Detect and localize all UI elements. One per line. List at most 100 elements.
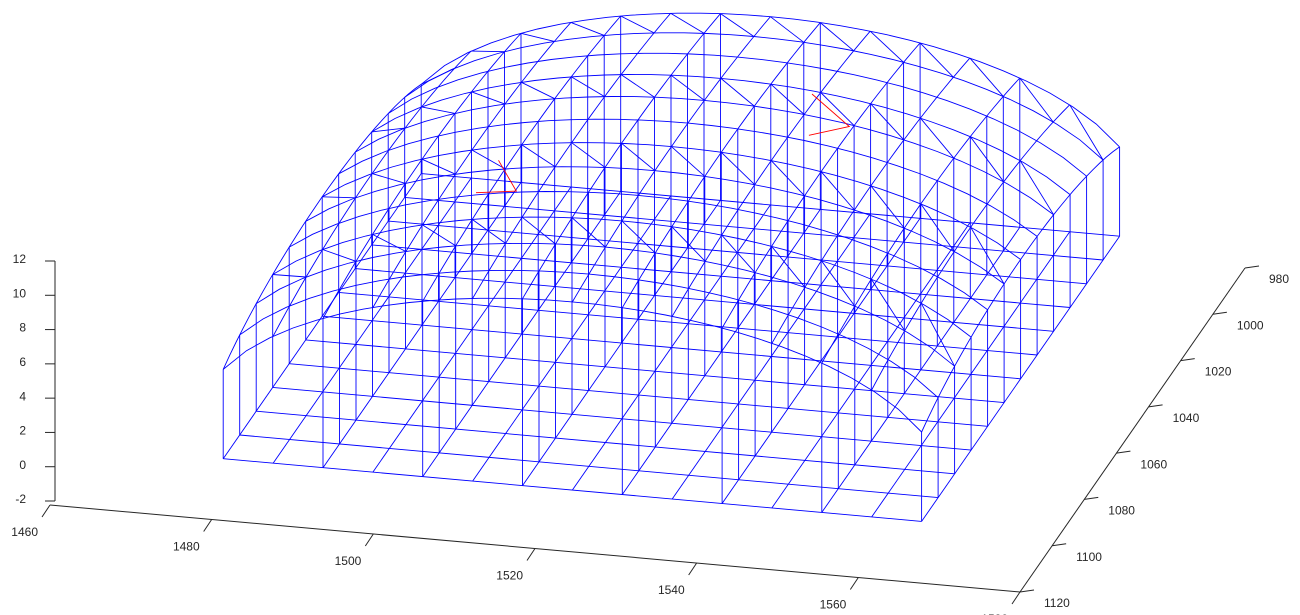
wireframe — [222, 12, 1121, 522]
wire — [571, 142, 606, 168]
wire — [671, 226, 706, 262]
z-tick-label: 10 — [13, 286, 27, 300]
wire — [670, 74, 705, 101]
x-tick — [364, 533, 374, 547]
x-tick-label: 1540 — [658, 583, 685, 597]
x-tick — [203, 519, 213, 532]
wire — [821, 260, 856, 307]
z-tick-label: 6 — [19, 355, 26, 369]
z-tick-label: -2 — [15, 492, 26, 506]
y-tick — [1212, 311, 1227, 315]
y-tick — [1244, 265, 1260, 269]
y-tick-label: 980 — [1269, 272, 1289, 286]
x-tick-label: 1560 — [820, 598, 847, 612]
wire — [387, 52, 1087, 177]
wire — [422, 224, 456, 247]
y-axis — [1019, 267, 1246, 593]
wire — [471, 50, 505, 53]
y-tick-label: 1060 — [1140, 457, 1167, 471]
y-tick-label: 1080 — [1108, 504, 1135, 518]
wire — [869, 30, 904, 63]
y-tick — [1019, 589, 1035, 593]
wire — [239, 269, 939, 398]
wire — [870, 185, 905, 229]
wire — [720, 13, 755, 37]
x-tick — [688, 562, 698, 576]
wire — [620, 15, 655, 34]
wire — [720, 78, 755, 107]
wire — [570, 76, 605, 97]
wire — [770, 83, 805, 115]
wire — [671, 146, 706, 177]
wire — [621, 142, 656, 172]
x-tick-label: 1500 — [335, 554, 362, 568]
y-tick — [1052, 543, 1067, 547]
wire — [721, 234, 756, 273]
wire — [471, 219, 506, 244]
wire — [920, 302, 955, 367]
wire — [521, 81, 555, 100]
wire — [222, 297, 922, 433]
wire — [969, 136, 1005, 183]
wire — [770, 160, 805, 197]
wire — [223, 458, 922, 522]
wire — [322, 249, 357, 262]
wire — [1019, 160, 1054, 215]
wire — [770, 16, 805, 43]
wire — [475, 160, 518, 194]
wire — [421, 106, 456, 114]
wire — [970, 227, 1005, 285]
wire — [421, 158, 456, 175]
wire — [870, 278, 906, 331]
y-tick — [1116, 450, 1131, 454]
z-tick-label: 8 — [19, 321, 26, 335]
x-tick-label: 1520 — [496, 569, 523, 583]
wire — [272, 274, 307, 278]
x-tick-label: 1460 — [11, 525, 38, 539]
x-tick — [41, 504, 51, 518]
wire — [371, 173, 406, 184]
wire — [520, 32, 555, 42]
y-tick-label: 1020 — [1205, 365, 1232, 379]
wire — [720, 151, 756, 186]
wire — [920, 117, 955, 159]
wire — [421, 67, 455, 85]
wire — [521, 144, 556, 168]
wire — [919, 42, 954, 78]
wire — [471, 91, 506, 105]
x-tick — [526, 548, 536, 561]
wire — [920, 203, 955, 252]
y-tick — [1148, 404, 1163, 408]
wire — [322, 196, 356, 199]
wire — [808, 93, 851, 136]
wire — [521, 216, 556, 245]
wire — [288, 191, 988, 311]
wire — [338, 118, 1038, 237]
x-tick — [1011, 591, 1021, 605]
z-tick-label: 4 — [19, 389, 26, 403]
wire — [256, 410, 955, 475]
z-tick-label: 12 — [13, 252, 27, 266]
wire — [820, 22, 854, 52]
wire — [969, 57, 1004, 97]
wire — [371, 127, 406, 133]
wire — [620, 74, 655, 98]
y-tick-label: 1040 — [1173, 411, 1200, 425]
wire — [820, 92, 855, 126]
wire — [621, 220, 656, 254]
wire — [471, 149, 506, 170]
y-tick — [1084, 496, 1099, 500]
wire — [570, 21, 605, 36]
y-tick-label: 1120 — [1044, 596, 1070, 610]
wire — [870, 103, 905, 141]
z-tick-label: 0 — [19, 458, 26, 472]
x-tick — [849, 577, 859, 590]
x-tick-label: 1480 — [173, 540, 200, 554]
wire — [771, 246, 806, 288]
wire — [571, 217, 606, 248]
y-tick-label: 1100 — [1076, 550, 1102, 564]
wire — [1019, 77, 1054, 123]
wire — [670, 12, 705, 34]
wire — [820, 171, 855, 211]
